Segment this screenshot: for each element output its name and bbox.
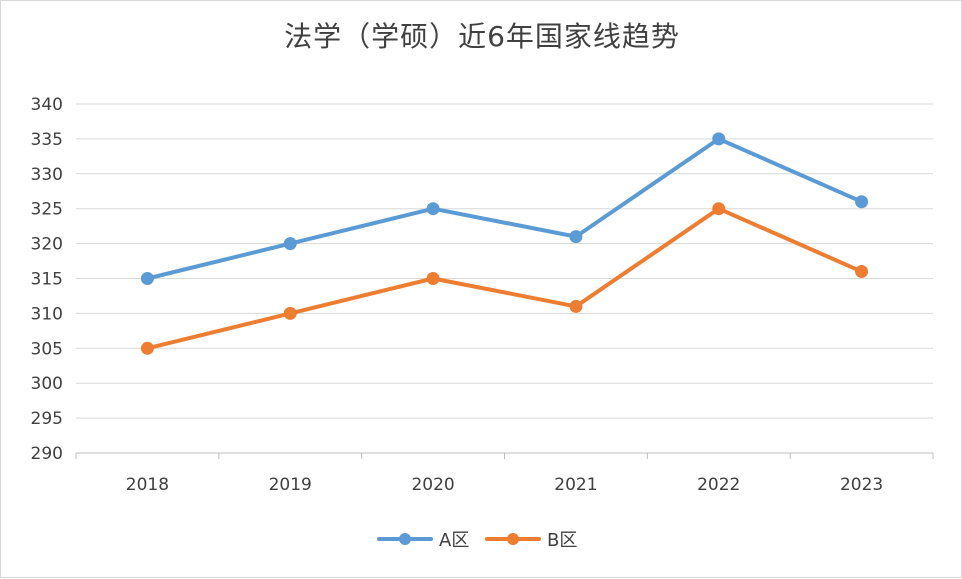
y-tick-label: 290 <box>31 444 63 464</box>
y-axis: 290 295 300 305 310 315 320 325 330 335 340 <box>31 95 63 464</box>
data-point-1-2022[interactable] <box>712 132 726 146</box>
data-point-1-2021[interactable] <box>569 230 583 244</box>
legend-item-1[interactable]: A区 <box>377 530 469 551</box>
legend-marker-1 <box>399 533 411 545</box>
y-tick-label: 340 <box>31 95 63 115</box>
y-tick-label: 295 <box>31 409 63 429</box>
data-point-1-2018[interactable] <box>140 272 154 285</box>
x-tick-label-2021: 2021 <box>554 475 597 495</box>
series-layer <box>140 132 869 355</box>
series-1 <box>140 132 869 285</box>
y-tick-label: 305 <box>31 339 63 359</box>
chart-title: 法学（学硕）近6年国家线趋势 <box>284 20 680 53</box>
data-point-2-2020[interactable] <box>426 272 440 285</box>
x-axis: 2018 2019 2020 2021 2022 2023 <box>75 453 934 495</box>
grid-layer <box>76 103 933 454</box>
data-point-2-2018[interactable] <box>140 341 154 355</box>
x-tick-label-2023: 2023 <box>840 475 883 495</box>
y-tick-label: 310 <box>31 304 63 324</box>
series-2 <box>140 202 869 355</box>
series-line-1 <box>145 136 864 281</box>
data-point-2-2021[interactable] <box>569 299 583 313</box>
legend-label-1: A区 <box>439 530 469 551</box>
data-point-1-2020[interactable] <box>426 202 440 216</box>
data-point-2-2019[interactable] <box>283 306 297 320</box>
legend-item-2[interactable]: B区 <box>485 530 577 551</box>
y-tick-label: 330 <box>31 165 63 185</box>
x-tick-label-2020: 2020 <box>411 475 454 495</box>
data-point-2-2023[interactable] <box>855 265 869 279</box>
y-tick-label: 315 <box>31 270 63 290</box>
series-line-2 <box>145 206 864 351</box>
y-tick-label: 335 <box>31 130 63 150</box>
x-tick-label-2022: 2022 <box>697 475 740 495</box>
data-point-1-2023[interactable] <box>855 195 869 209</box>
x-tick-label-2018: 2018 <box>126 475 169 495</box>
y-tick-label: 320 <box>31 235 63 255</box>
y-tick-label: 300 <box>31 374 63 394</box>
legend-marker-2 <box>507 533 519 545</box>
data-point-2-2022[interactable] <box>712 202 726 216</box>
x-tick-label-2019: 2019 <box>269 475 312 495</box>
legend[interactable]: A区 B区 <box>377 530 577 551</box>
data-point-1-2019[interactable] <box>283 237 297 251</box>
legend-label-2: B区 <box>547 530 577 551</box>
y-tick-label: 325 <box>31 200 63 220</box>
